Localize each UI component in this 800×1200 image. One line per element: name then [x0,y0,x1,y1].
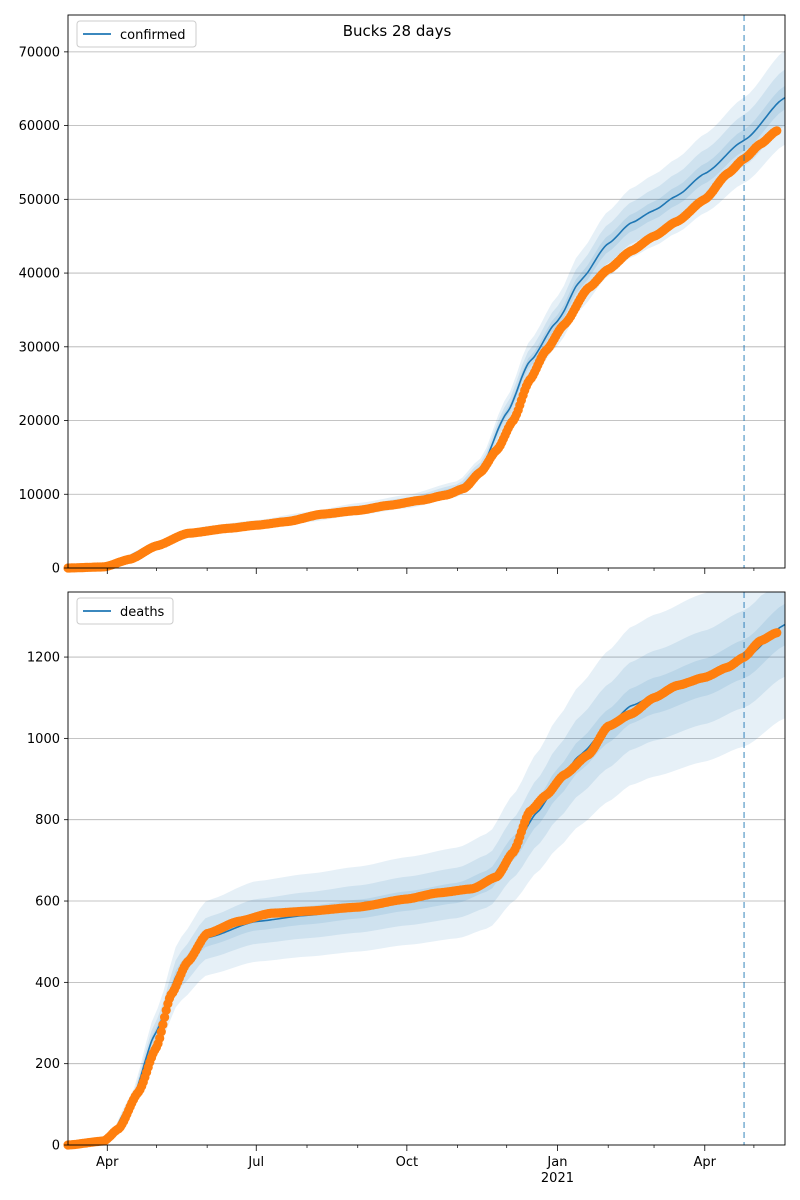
figure-title: Bucks 28 days [343,22,452,40]
deaths-y-tick-label: 600 [35,895,60,910]
deaths-grid [68,656,785,1065]
confirmed-y-tick-label: 20000 [19,414,60,429]
confirmed-y-tick-label: 30000 [19,340,60,355]
confirmed-y-tick-label: 50000 [19,193,60,208]
deaths-observed-point [772,628,782,638]
confirmed-y-tick-label: 70000 [19,45,60,60]
confirmed-axes: 0 10000 20000 30000 40000 50000 60000 70000 [19,14,786,577]
confirmed-y-tick-label: 60000 [19,119,60,134]
deaths-legend: deaths [76,597,174,625]
deaths-observed-point [160,1012,170,1022]
deaths-y-tick-label: 200 [35,1057,60,1072]
deaths-x-year-label: 2021 [541,1171,574,1186]
deaths-x-tick-label: Jan [546,1155,567,1170]
deaths-x-tick-label: Jul [247,1155,264,1170]
deaths-observed-point [156,1027,166,1037]
confirmed-panel: 0 10000 20000 30000 40000 50000 60000 70000 con… [19,14,786,577]
confirmed-legend-label: confirmed [120,28,186,43]
confirmed-axes-frame [67,14,786,569]
confirmed-y-tick-label: 10000 [19,488,60,503]
confirmed-y-tick-label: 40000 [19,267,60,282]
confirmed-legend: confirmed [76,20,197,48]
confirmed-legend-box [76,20,197,48]
deaths-legend-label: deaths [120,605,165,620]
deaths-legend-box [76,597,174,625]
confirmed-y-tick-label: 0 [52,562,60,577]
deaths-observed-points [63,628,782,1150]
deaths-y-tick-label: 1000 [27,732,60,747]
deaths-axes: 0 200 400 600 800 1000 1200 Apr Jul Oct Jan Apr 2021 [27,591,786,1186]
deaths-x-tick-label: Apr [694,1155,717,1170]
deaths-x-tick-label: Apr [96,1155,119,1170]
deaths-y-tick-label: 800 [35,813,60,828]
deaths-x-tick-label: Oct [396,1155,418,1170]
deaths-y-tick-label: 400 [35,976,60,991]
deaths-band-2 [68,603,785,1145]
deaths-axes-frame [67,591,786,1146]
deaths-y-tick-label: 0 [52,1139,60,1154]
deaths-observed-point [158,1020,168,1030]
deaths-panel: 0 200 400 600 800 1000 1200 Apr Jul Oct Jan Apr 2021… [27,591,786,1186]
confirmed-observed-point [772,126,782,136]
deaths-y-tick-label: 1200 [27,651,60,666]
confirmed-grid [68,51,785,495]
